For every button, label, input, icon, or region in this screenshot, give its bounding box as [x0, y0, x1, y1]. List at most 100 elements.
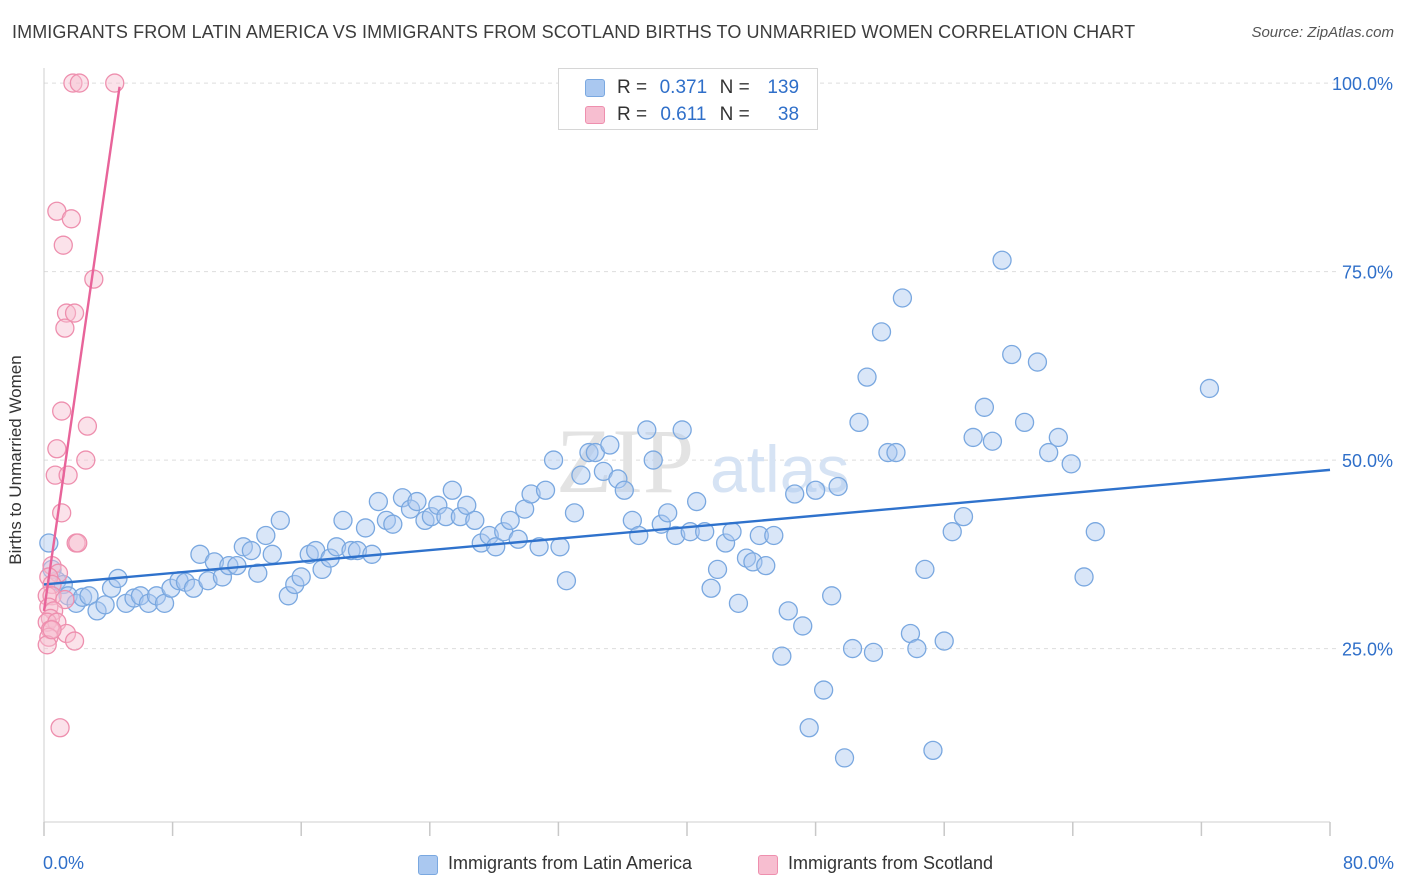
latin-america-point	[756, 555, 776, 576]
legend-swatch-blue	[585, 79, 605, 97]
legend-n-label: N =	[719, 104, 750, 125]
latin-america-point	[637, 420, 657, 440]
latin-america-point	[834, 748, 855, 768]
latin-america-point	[130, 586, 151, 606]
latin-america-point	[672, 420, 692, 440]
latin-america-point	[383, 514, 403, 534]
scotland-point	[69, 73, 90, 93]
latin-america-point	[79, 586, 99, 606]
scotland-point	[64, 631, 85, 651]
latin-america-point	[1039, 442, 1059, 463]
latin-america-point	[521, 484, 541, 504]
latin-america-point	[701, 578, 721, 598]
latin-america-point	[204, 552, 225, 572]
latin-america-point	[1048, 427, 1068, 448]
latin-america-point	[707, 559, 728, 580]
latin-america-point	[219, 555, 239, 576]
latin-america-point	[686, 491, 707, 512]
latin-america-point	[942, 522, 962, 542]
latin-america-point	[813, 680, 834, 700]
latin-america-point	[871, 322, 892, 342]
scotland-point	[47, 439, 67, 459]
latin-america-point	[915, 559, 935, 580]
latin-america-point	[550, 537, 570, 557]
latin-america-point	[400, 499, 421, 519]
latin-america-point	[963, 427, 983, 448]
latin-america-point	[368, 491, 389, 512]
latin-america-point	[857, 367, 877, 387]
y-tick-label: 75.0%	[1342, 263, 1393, 283]
legend-n-value: 38	[777, 104, 800, 125]
latin-america-point	[608, 469, 628, 489]
latin-america-point	[285, 574, 305, 595]
y-tick-labels: 25.0% 50.0% 75.0% 100.0%	[1332, 74, 1393, 660]
latin-america-point	[1074, 567, 1094, 587]
latin-america-point	[535, 480, 556, 500]
latin-america-point	[863, 642, 884, 662]
latin-america-point	[849, 412, 869, 433]
latin-america-point	[564, 503, 585, 523]
latin-america-point	[1002, 344, 1022, 365]
trend-lines	[42, 86, 1331, 612]
scotland-point	[52, 401, 72, 421]
legend-swatch-pink	[585, 106, 605, 124]
latin-america-point	[529, 537, 549, 557]
watermark-zip: ZIP	[556, 410, 694, 512]
latin-america-point	[934, 631, 954, 651]
legend-r-label: R =	[617, 104, 648, 125]
latin-america-point	[923, 740, 943, 761]
latin-america-point	[778, 601, 798, 621]
scotland-point	[61, 209, 81, 229]
y-tick-label: 50.0%	[1342, 451, 1393, 471]
scotland-point	[55, 318, 75, 338]
scotland-point	[50, 718, 70, 738]
scotland-point	[53, 235, 73, 255]
latin-america-point	[333, 510, 353, 531]
bottom-legend-swatch-blue	[418, 855, 438, 875]
y-tick-label: 25.0%	[1342, 640, 1393, 660]
scotland-point	[77, 416, 98, 436]
latin-america-point	[436, 506, 456, 527]
latin-america-point	[785, 484, 805, 504]
latin-america-point	[822, 586, 842, 606]
bottom-legend-label: Immigrants from Latin America	[448, 853, 693, 873]
latin-america-point	[486, 537, 506, 557]
latin-america-point	[805, 480, 826, 500]
latin-america-point	[95, 595, 115, 615]
scotland-point	[68, 533, 88, 553]
latin-america-point	[138, 593, 159, 613]
bottom-legend-label: Immigrants from Scotland	[788, 853, 994, 873]
latin-america-point	[326, 537, 347, 557]
latin-america-point	[471, 533, 491, 553]
latin-america-point	[907, 638, 927, 659]
latin-america-point	[508, 529, 528, 549]
latin-america-point	[392, 488, 413, 508]
axes	[43, 68, 1331, 836]
latin-america-point	[793, 616, 813, 636]
latin-america-point	[248, 563, 268, 583]
legend-r-label: R =	[617, 77, 648, 98]
latin-america-point	[241, 540, 262, 561]
latin-america-point	[571, 465, 591, 485]
latin-america-point	[355, 518, 376, 538]
correlation-legend: R = 0.371 N = 139 R = 0.611 N = 38	[558, 68, 818, 130]
scotland-point	[64, 303, 85, 323]
latin-america-point	[722, 522, 742, 542]
latin-america-point	[450, 506, 470, 527]
latin-america-point	[666, 525, 686, 546]
latin-america-point	[341, 540, 361, 561]
latin-america-point	[1061, 454, 1081, 474]
latin-america-point	[749, 525, 769, 546]
series-scotland-points	[37, 73, 125, 738]
scotland-point	[76, 450, 96, 470]
scotland-point	[37, 635, 57, 655]
watermark-atlas: atlas	[710, 432, 849, 506]
latin-america-point	[1014, 412, 1035, 433]
legend-r-value: 0.371	[659, 77, 708, 98]
source-credit: Source: ZipAtlas.com	[1251, 24, 1394, 41]
latin-america-point	[457, 495, 477, 515]
latin-america-point	[842, 638, 863, 659]
scotland-point	[105, 73, 125, 93]
latin-america-point	[465, 510, 485, 531]
latin-america-point	[799, 718, 819, 738]
